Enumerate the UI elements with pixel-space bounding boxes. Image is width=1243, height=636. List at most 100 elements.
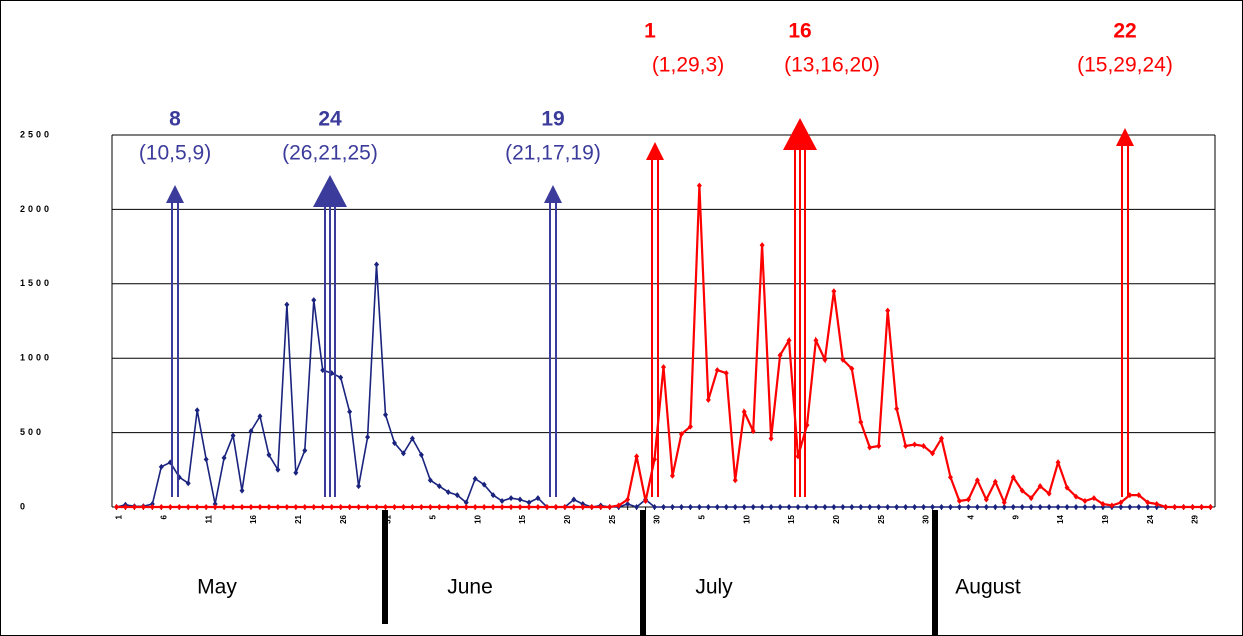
point bbox=[1019, 504, 1025, 510]
point bbox=[965, 504, 971, 510]
point bbox=[625, 501, 631, 508]
point bbox=[158, 504, 164, 510]
point bbox=[634, 453, 640, 460]
point bbox=[194, 504, 200, 510]
point bbox=[669, 472, 675, 479]
point bbox=[293, 504, 299, 510]
point bbox=[930, 450, 936, 457]
point bbox=[463, 499, 469, 506]
point bbox=[849, 504, 855, 510]
point bbox=[454, 504, 460, 510]
point bbox=[535, 495, 541, 502]
point bbox=[804, 504, 810, 510]
point bbox=[652, 504, 658, 510]
point bbox=[607, 504, 613, 510]
point bbox=[230, 504, 236, 510]
x-tick-label: 24 bbox=[1146, 514, 1155, 523]
point bbox=[687, 423, 693, 430]
point bbox=[1145, 504, 1151, 510]
point bbox=[347, 408, 353, 415]
point bbox=[1145, 499, 1151, 506]
point bbox=[867, 504, 873, 510]
point bbox=[490, 504, 496, 510]
point bbox=[562, 504, 568, 510]
point bbox=[418, 504, 424, 510]
point bbox=[849, 365, 855, 372]
point bbox=[481, 481, 487, 488]
point bbox=[652, 456, 658, 463]
x-tick-label: 9 bbox=[1011, 514, 1020, 519]
point bbox=[598, 504, 604, 510]
point bbox=[535, 504, 541, 510]
point bbox=[329, 504, 335, 510]
point bbox=[427, 477, 433, 484]
x-tick-label: 10 bbox=[742, 514, 751, 523]
point bbox=[974, 477, 980, 484]
point bbox=[894, 504, 900, 510]
point bbox=[1010, 504, 1016, 510]
point bbox=[840, 504, 846, 510]
point bbox=[391, 440, 397, 447]
point bbox=[427, 504, 433, 510]
point bbox=[616, 502, 622, 509]
point bbox=[212, 504, 218, 510]
y-tick-label: 2000 bbox=[20, 204, 52, 214]
point bbox=[938, 504, 944, 510]
point bbox=[813, 337, 819, 344]
y-tick-label: 500 bbox=[20, 427, 44, 437]
point bbox=[1199, 504, 1205, 510]
point bbox=[356, 504, 362, 510]
point bbox=[759, 504, 765, 510]
x-tick-label: 19 bbox=[1101, 514, 1110, 523]
point bbox=[1109, 502, 1115, 509]
point bbox=[517, 496, 523, 503]
point bbox=[257, 413, 263, 420]
point bbox=[1064, 504, 1070, 510]
point bbox=[436, 483, 442, 490]
point bbox=[391, 504, 397, 510]
point bbox=[149, 504, 155, 510]
point bbox=[921, 504, 927, 510]
point bbox=[1001, 499, 1007, 506]
point bbox=[858, 504, 864, 510]
point bbox=[1073, 493, 1079, 500]
point bbox=[383, 504, 389, 510]
point bbox=[831, 504, 837, 510]
point bbox=[983, 496, 989, 503]
point bbox=[320, 504, 326, 510]
point bbox=[490, 492, 496, 499]
point bbox=[894, 405, 900, 412]
point bbox=[185, 504, 191, 510]
point bbox=[687, 504, 693, 510]
point bbox=[445, 504, 451, 510]
point bbox=[867, 444, 873, 451]
point bbox=[508, 504, 514, 510]
x-tick-label: 4 bbox=[967, 514, 976, 519]
point bbox=[311, 504, 317, 510]
point bbox=[571, 504, 577, 510]
point bbox=[840, 356, 846, 363]
point bbox=[1046, 504, 1052, 510]
y-tick-label: 0 bbox=[20, 501, 28, 511]
point bbox=[320, 367, 326, 374]
y-tick-label: 1000 bbox=[20, 353, 52, 363]
point bbox=[338, 504, 344, 510]
point bbox=[1037, 483, 1043, 490]
point bbox=[266, 504, 272, 510]
point bbox=[750, 504, 756, 510]
x-tick-label: 15 bbox=[518, 514, 527, 523]
point bbox=[221, 504, 227, 510]
point bbox=[140, 504, 146, 510]
point bbox=[885, 504, 891, 510]
point bbox=[158, 463, 164, 470]
point bbox=[885, 307, 891, 314]
point bbox=[965, 496, 971, 503]
annotation-label: 19 bbox=[541, 108, 564, 131]
point bbox=[257, 504, 263, 510]
point bbox=[705, 504, 711, 510]
point bbox=[454, 492, 460, 499]
point bbox=[930, 504, 936, 510]
point bbox=[741, 408, 747, 415]
point bbox=[365, 434, 371, 441]
point bbox=[176, 504, 182, 510]
